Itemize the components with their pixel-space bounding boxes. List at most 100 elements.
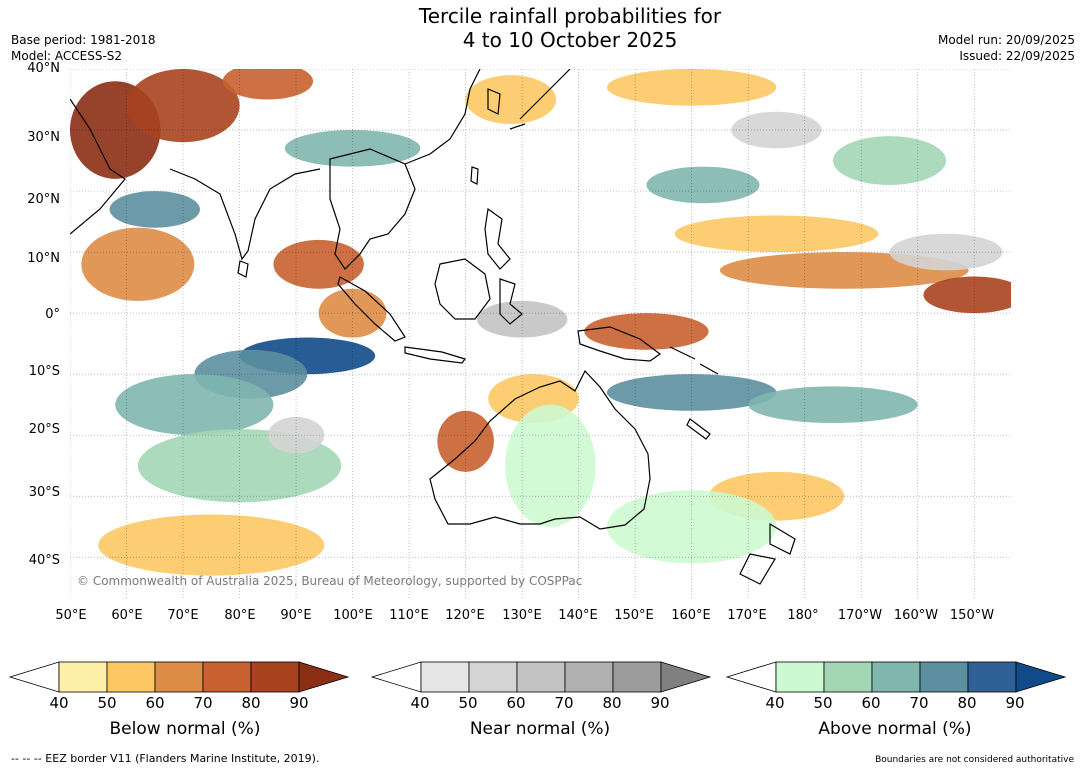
lat-label: 20°S [28,422,60,437]
near-tick: 80 [602,694,622,712]
copyright-notice: © Commonwealth of Australia 2025, Bureau… [77,574,583,588]
lat-label: 10°N [27,251,60,266]
china-coast-outline [404,69,481,165]
base-period: Base period: 1981-2018 [11,33,156,47]
lat-label: 10°S [28,364,60,379]
lon-label: 160°E [671,608,711,623]
lon-label: 170°W [837,608,883,623]
java-outline [404,346,466,364]
above-normal-region-40 [606,490,777,564]
colorbar-over-triangle [660,661,712,693]
colorbar-segment [420,661,470,693]
boundary-disclaimer: Boundaries are not considered authoritat… [875,755,1074,765]
below-normal-region-70 [273,239,364,289]
colorbar-segment [58,661,108,693]
above-tick: 50 [813,694,833,712]
colorbar-segment [154,661,204,693]
sumatra-outline [337,276,406,342]
india-outline [169,168,321,261]
lon-label: 130°E [502,608,542,623]
near-tick: 40 [410,694,430,712]
near-normal-region-50 [267,416,325,454]
colorbar-over-triangle [298,661,350,693]
above-normal-title: Above normal (%) [818,719,972,739]
below-normal-region-50 [98,514,325,576]
below-normal-region-50 [674,215,879,253]
near-normal-title: Near normal (%) [469,719,611,739]
below-tick: 70 [193,694,213,712]
taiwan-outline [470,166,479,185]
lat-label: 0° [45,307,60,322]
korea-outline [487,88,501,115]
lon-label: 110°E [389,608,429,623]
colorbar-segment [202,661,252,693]
meta-left: Base period: 1981-2018 Model: ACCESS-S2 [11,32,156,64]
title-line-1: Tercile rainfall probabilities for [418,4,722,28]
above-normal-region-60 [646,166,760,204]
near-normal-region-50 [731,111,822,149]
colorbar-segment [823,661,873,693]
colorbar-near-normal [370,661,712,693]
new-caledonia-outline [686,418,711,440]
below-tick: 60 [145,694,165,712]
philippines-outline [484,207,511,270]
colorbar-segment [775,661,825,693]
lat-label: 40°N [27,61,60,76]
above-normal-region-40 [505,404,596,527]
lon-label: 170°E [727,608,767,623]
below-normal-region-70 [222,69,314,100]
colorbar-segment [250,661,300,693]
probability-regions [70,69,1011,576]
lat-label: 40°S [28,553,60,568]
title-line-2: 4 to 10 October 2025 [462,28,678,52]
lon-label: 160°W [893,608,939,623]
above-normal-region-70 [606,374,777,411]
colorbar-under-triangle [8,661,60,693]
colorbar-below-normal [8,661,350,693]
below-normal-region-70 [437,410,494,472]
near-tick: 60 [506,694,526,712]
below-normal-region-60 [318,288,387,338]
near-normal-region-50 [889,233,1003,271]
sri-lanka-outline [237,260,249,278]
colorbar-under-triangle [725,661,777,693]
colorbar-segment [967,661,1017,693]
lon-label: 150°E [614,608,654,623]
borneo-outline [434,258,491,320]
colorbar-segment [612,661,662,693]
lon-label: 70°E [167,608,199,623]
lon-label: 80°E [224,608,256,623]
australia-outline [429,369,651,530]
below-normal-region-50 [465,75,557,124]
colorbar-segment [564,661,614,693]
lon-label: 150°W [949,608,995,623]
near-tick: 50 [458,694,478,712]
above-tick: 60 [861,694,881,712]
lat-label: 20°N [27,192,60,207]
below-tick: 90 [289,694,309,712]
above-tick: 40 [765,694,785,712]
graticule [70,69,1011,600]
below-tick: 40 [49,694,69,712]
lon-label: 90°E [280,608,312,623]
below-tick: 80 [241,694,261,712]
below-normal-region-60 [81,227,195,301]
japan-outline [509,69,571,130]
above-normal-region-70 [109,191,200,228]
eez-border-note: -- -- -- EEZ border V11 (Flanders Marine… [11,752,320,765]
colorbar-segment [106,661,156,693]
forecast-map[interactable] [70,69,1011,600]
lon-label: 180° [787,608,819,623]
map-canvas [70,69,1011,600]
above-normal-region-60 [115,374,274,436]
lon-label: 140°E [558,608,598,623]
issued-date: Issued: 22/09/2025 [959,49,1075,63]
below-normal-region-70 [584,313,709,350]
new-zealand-outline [739,522,796,585]
below-normal-title: Below normal (%) [109,719,261,739]
colorbar-above-normal [725,661,1067,693]
colorbar-segment [871,661,921,693]
model-run: Model run: 20/09/2025 [937,33,1075,47]
above-normal-region-60 [748,386,918,424]
chart-title: Tercile rainfall probabilities for 4 to … [300,4,840,52]
